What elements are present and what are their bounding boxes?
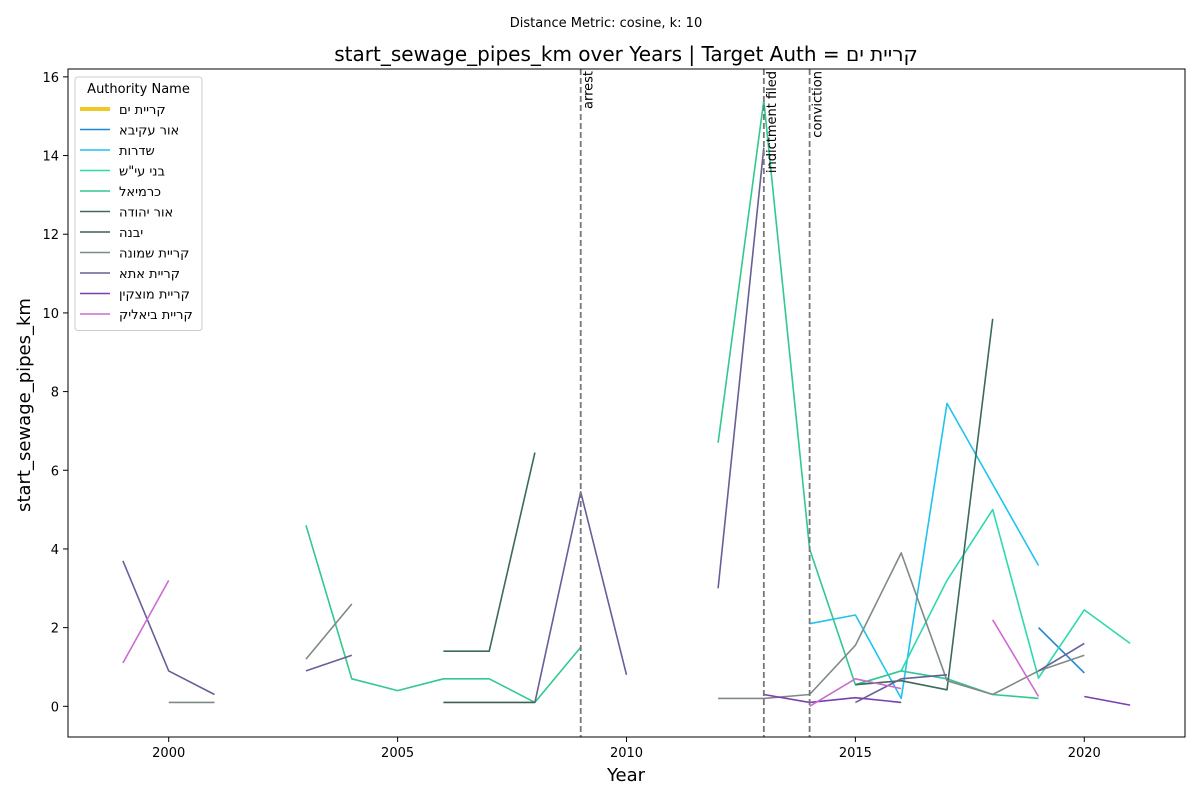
legend-entry-10: קריית ביאליק (119, 308, 193, 323)
legend-entry-3: בני עי"ש (119, 165, 165, 180)
x-tick-label-2000: 2000 (152, 746, 185, 761)
series-line-8-2 (534, 491, 628, 703)
y-tick-label-8: 8 (51, 386, 59, 401)
y-tick-label-6: 6 (51, 464, 59, 479)
legend-entry-2: שדרות (119, 144, 155, 159)
legend-entry-7: קריית שמונה (119, 247, 189, 262)
legend-entry-1: אור עקיבא (119, 124, 179, 139)
event-layer: arrest indictment filed conviction (579, 69, 826, 737)
series-line-7-1 (305, 603, 353, 660)
y-tick-label-10: 10 (42, 307, 59, 322)
legend: Authority Name קריית ים אור עקיבא שדרות בני … (74, 76, 203, 331)
axes: 2000 2005 2010 2015 2020 0 2 4 6 8 10 12 14 16 (42, 68, 1186, 761)
legend-box (74, 76, 203, 331)
series-line-8-5 (1038, 642, 1085, 672)
chart-suptitle: Distance Metric: cosine, k: 10 (510, 16, 702, 31)
series-line-8-4 (855, 674, 948, 704)
y-tick-label-16: 16 (42, 71, 59, 86)
series-line-9-1 (1084, 695, 1131, 706)
series-line-8-0 (122, 560, 215, 696)
event-label-0: arrest (582, 71, 597, 109)
x-tick-label-2020: 2020 (1068, 746, 1101, 761)
x-tick-label-2015: 2015 (839, 746, 872, 761)
series-line-8-1 (305, 654, 353, 672)
series-line-10-1 (809, 677, 902, 707)
series-line-2-0 (809, 402, 1040, 700)
x-axis-label: Year (606, 765, 646, 786)
legend-entry-6: יבנה (119, 226, 143, 241)
x-tick-label-2010: 2010 (610, 746, 643, 761)
series-line-5-1 (855, 318, 994, 691)
event-label-1: indictment filed (765, 71, 780, 173)
series-line-9-0 (763, 693, 902, 704)
y-axis-label: start_sewage_pipes_km (14, 298, 35, 512)
event-label-2: conviction (811, 71, 826, 138)
legend-entry-0: קריית ים (119, 103, 166, 118)
series-line-8-3 (717, 147, 765, 589)
y-tick-label-4: 4 (51, 543, 59, 558)
legend-entry-5: אור יהודה (119, 206, 173, 221)
legend-title: Authority Name (87, 82, 190, 97)
y-tick-label-12: 12 (42, 228, 59, 243)
chart-title: start_sewage_pipes_km over Years | Targe… (334, 42, 917, 66)
series-line-10-0 (122, 580, 170, 664)
legend-entry-9: קריית מוצקין (119, 288, 190, 303)
series-layer (122, 99, 1131, 707)
y-tick-label-2: 2 (51, 622, 59, 637)
y-tick-label-14: 14 (42, 150, 59, 165)
y-tick-label-0: 0 (51, 700, 59, 715)
legend-entry-8: קריית אתא (119, 267, 180, 282)
series-line-1-0 (1037, 627, 1085, 674)
x-tick-label-2005: 2005 (381, 746, 414, 761)
series-line-5-0 (443, 452, 536, 653)
series-line-10-2 (992, 619, 1040, 697)
legend-entry-4: כרמיאל (119, 185, 161, 200)
